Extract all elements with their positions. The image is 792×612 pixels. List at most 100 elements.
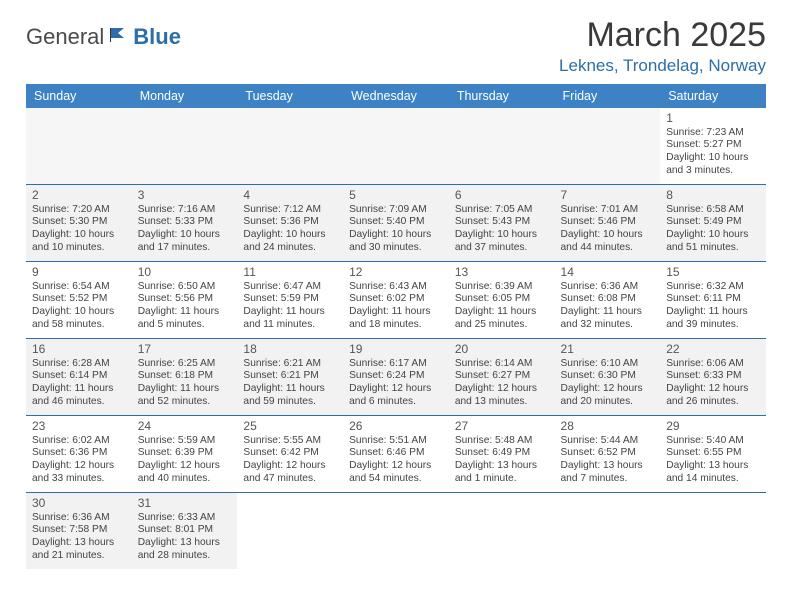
daylight-line: Daylight: 12 hours and 6 minutes. (349, 383, 443, 409)
calendar-day-cell: 21Sunrise: 6:10 AMSunset: 6:30 PMDayligh… (555, 338, 661, 415)
sunrise-line: Sunrise: 7:16 AM (138, 204, 232, 217)
calendar-empty-cell (237, 108, 343, 185)
sunrise-line: Sunrise: 7:01 AM (561, 204, 655, 217)
calendar-day-cell: 11Sunrise: 6:47 AMSunset: 5:59 PMDayligh… (237, 261, 343, 338)
day-number: 20 (455, 342, 549, 357)
calendar-week-row: 30Sunrise: 6:36 AMSunset: 7:58 PMDayligh… (26, 492, 766, 569)
sunrise-line: Sunrise: 7:23 AM (666, 127, 760, 140)
day-number: 21 (561, 342, 655, 357)
sunrise-line: Sunrise: 6:39 AM (455, 281, 549, 294)
location-subtitle: Leknes, Trondelag, Norway (559, 56, 766, 76)
sunrise-line: Sunrise: 6:33 AM (138, 512, 232, 525)
calendar-empty-cell (555, 492, 661, 569)
sunrise-line: Sunrise: 6:06 AM (666, 358, 760, 371)
daylight-line: Daylight: 13 hours and 14 minutes. (666, 460, 760, 486)
day-number: 24 (138, 419, 232, 434)
sunset-line: Sunset: 6:27 PM (455, 370, 549, 383)
daylight-line: Daylight: 11 hours and 59 minutes. (243, 383, 337, 409)
day-number: 7 (561, 188, 655, 203)
day-number: 17 (138, 342, 232, 357)
sunrise-line: Sunrise: 6:58 AM (666, 204, 760, 217)
daylight-line: Daylight: 11 hours and 5 minutes. (138, 306, 232, 332)
sunrise-line: Sunrise: 6:54 AM (32, 281, 126, 294)
daylight-line: Daylight: 12 hours and 20 minutes. (561, 383, 655, 409)
day-number: 25 (243, 419, 337, 434)
daylight-line: Daylight: 13 hours and 7 minutes. (561, 460, 655, 486)
sunset-line: Sunset: 6:33 PM (666, 370, 760, 383)
calendar-day-cell: 17Sunrise: 6:25 AMSunset: 6:18 PMDayligh… (132, 338, 238, 415)
weekday-header: Thursday (449, 84, 555, 108)
sunset-line: Sunset: 6:24 PM (349, 370, 443, 383)
calendar-day-cell: 15Sunrise: 6:32 AMSunset: 6:11 PMDayligh… (660, 261, 766, 338)
sunset-line: Sunset: 6:39 PM (138, 447, 232, 460)
calendar-header-row: SundayMondayTuesdayWednesdayThursdayFrid… (26, 84, 766, 108)
sunset-line: Sunset: 6:18 PM (138, 370, 232, 383)
day-number: 10 (138, 265, 232, 280)
day-number: 16 (32, 342, 126, 357)
calendar-day-cell: 6Sunrise: 7:05 AMSunset: 5:43 PMDaylight… (449, 184, 555, 261)
daylight-line: Daylight: 12 hours and 47 minutes. (243, 460, 337, 486)
day-number: 29 (666, 419, 760, 434)
sunrise-line: Sunrise: 6:14 AM (455, 358, 549, 371)
calendar-day-cell: 2Sunrise: 7:20 AMSunset: 5:30 PMDaylight… (26, 184, 132, 261)
sunrise-line: Sunrise: 5:55 AM (243, 435, 337, 448)
calendar-day-cell: 3Sunrise: 7:16 AMSunset: 5:33 PMDaylight… (132, 184, 238, 261)
calendar-empty-cell (555, 108, 661, 185)
calendar-empty-cell (660, 492, 766, 569)
calendar-day-cell: 27Sunrise: 5:48 AMSunset: 6:49 PMDayligh… (449, 415, 555, 492)
daylight-line: Daylight: 12 hours and 54 minutes. (349, 460, 443, 486)
sunrise-line: Sunrise: 6:43 AM (349, 281, 443, 294)
calendar-empty-cell (132, 108, 238, 185)
sunrise-line: Sunrise: 7:05 AM (455, 204, 549, 217)
calendar-week-row: 1Sunrise: 7:23 AMSunset: 5:27 PMDaylight… (26, 108, 766, 185)
calendar-table: SundayMondayTuesdayWednesdayThursdayFrid… (26, 84, 766, 569)
daylight-line: Daylight: 11 hours and 39 minutes. (666, 306, 760, 332)
day-number: 1 (666, 111, 760, 126)
sunrise-line: Sunrise: 6:36 AM (32, 512, 126, 525)
brand-word-1: General (26, 24, 104, 50)
sunrise-line: Sunrise: 6:21 AM (243, 358, 337, 371)
calendar-day-cell: 26Sunrise: 5:51 AMSunset: 6:46 PMDayligh… (343, 415, 449, 492)
calendar-day-cell: 24Sunrise: 5:59 AMSunset: 6:39 PMDayligh… (132, 415, 238, 492)
daylight-line: Daylight: 12 hours and 40 minutes. (138, 460, 232, 486)
day-number: 4 (243, 188, 337, 203)
sunset-line: Sunset: 5:40 PM (349, 216, 443, 229)
calendar-day-cell: 5Sunrise: 7:09 AMSunset: 5:40 PMDaylight… (343, 184, 449, 261)
day-number: 27 (455, 419, 549, 434)
calendar-day-cell: 9Sunrise: 6:54 AMSunset: 5:52 PMDaylight… (26, 261, 132, 338)
calendar-day-cell: 18Sunrise: 6:21 AMSunset: 6:21 PMDayligh… (237, 338, 343, 415)
weekday-header: Friday (555, 84, 661, 108)
calendar-empty-cell (343, 492, 449, 569)
sunrise-line: Sunrise: 6:32 AM (666, 281, 760, 294)
sunrise-line: Sunrise: 6:47 AM (243, 281, 337, 294)
page-header: General Blue March 2025 Leknes, Trondela… (26, 18, 766, 76)
day-number: 11 (243, 265, 337, 280)
sunset-line: Sunset: 6:14 PM (32, 370, 126, 383)
sunset-line: Sunset: 5:36 PM (243, 216, 337, 229)
weekday-header: Wednesday (343, 84, 449, 108)
calendar-empty-cell (449, 108, 555, 185)
day-number: 26 (349, 419, 443, 434)
sunset-line: Sunset: 6:05 PM (455, 293, 549, 306)
daylight-line: Daylight: 11 hours and 46 minutes. (32, 383, 126, 409)
flag-icon (108, 24, 130, 50)
calendar-empty-cell (26, 108, 132, 185)
day-number: 23 (32, 419, 126, 434)
sunset-line: Sunset: 6:42 PM (243, 447, 337, 460)
sunset-line: Sunset: 6:55 PM (666, 447, 760, 460)
sunset-line: Sunset: 5:56 PM (138, 293, 232, 306)
day-number: 3 (138, 188, 232, 203)
daylight-line: Daylight: 11 hours and 18 minutes. (349, 306, 443, 332)
calendar-page: General Blue March 2025 Leknes, Trondela… (0, 0, 792, 587)
daylight-line: Daylight: 10 hours and 30 minutes. (349, 229, 443, 255)
calendar-day-cell: 30Sunrise: 6:36 AMSunset: 7:58 PMDayligh… (26, 492, 132, 569)
sunset-line: Sunset: 6:36 PM (32, 447, 126, 460)
day-number: 9 (32, 265, 126, 280)
calendar-body: 1Sunrise: 7:23 AMSunset: 5:27 PMDaylight… (26, 108, 766, 569)
daylight-line: Daylight: 12 hours and 13 minutes. (455, 383, 549, 409)
weekday-header: Tuesday (237, 84, 343, 108)
calendar-day-cell: 28Sunrise: 5:44 AMSunset: 6:52 PMDayligh… (555, 415, 661, 492)
calendar-day-cell: 16Sunrise: 6:28 AMSunset: 6:14 PMDayligh… (26, 338, 132, 415)
weekday-header: Saturday (660, 84, 766, 108)
day-number: 14 (561, 265, 655, 280)
